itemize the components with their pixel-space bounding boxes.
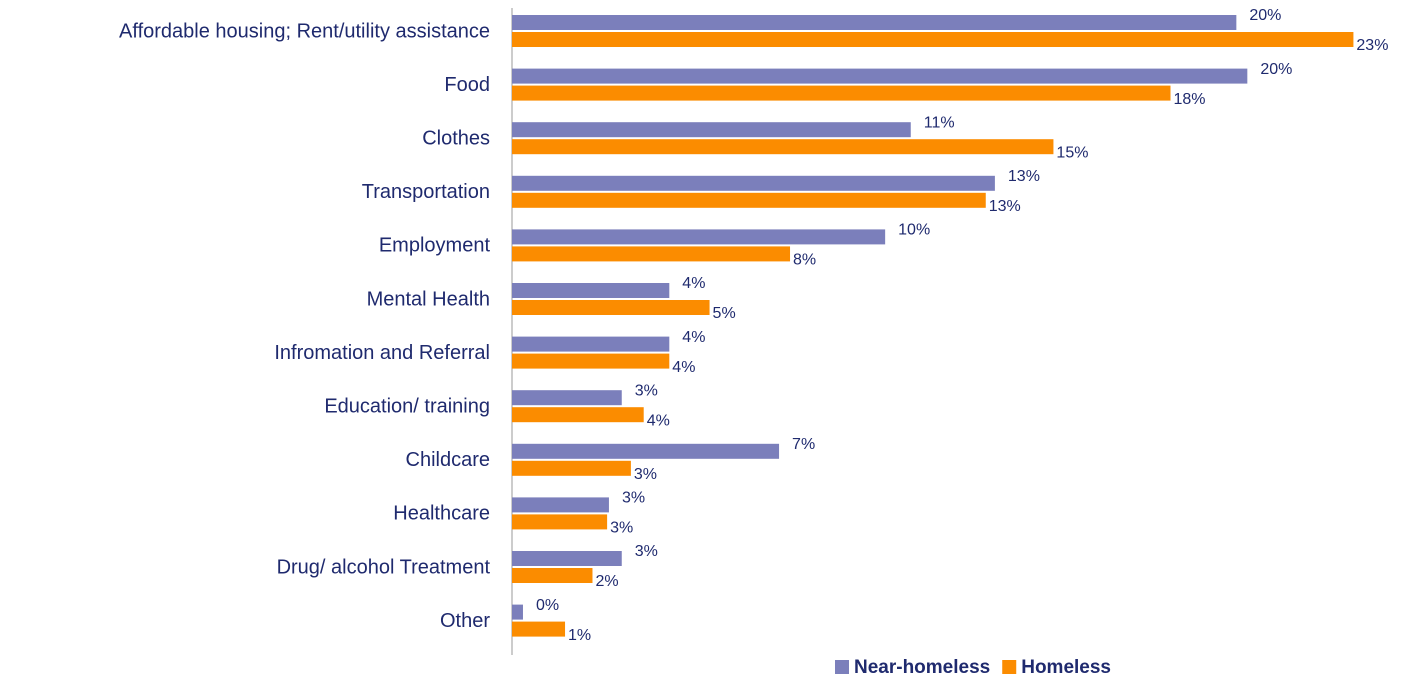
value-label: 8% <box>793 252 816 269</box>
value-label: 4% <box>672 359 695 376</box>
bar <box>512 460 631 476</box>
value-label: 13% <box>1008 168 1040 185</box>
value-label: 18% <box>1174 91 1206 108</box>
value-label: 20% <box>1260 61 1292 78</box>
value-label: 0% <box>536 597 559 614</box>
value-label: 5% <box>713 305 736 322</box>
category-label: Education/ training <box>324 395 490 417</box>
bar <box>512 514 608 530</box>
value-label: 7% <box>792 436 815 453</box>
bar <box>512 497 609 513</box>
bar <box>512 568 593 583</box>
category-label: Mental Health <box>367 288 490 310</box>
category-label: Other <box>440 610 490 632</box>
value-label: 2% <box>595 573 618 590</box>
category-label: Employment <box>379 235 491 257</box>
value-label: 23% <box>1356 37 1388 54</box>
value-label: 13% <box>989 198 1021 215</box>
value-label: 4% <box>682 275 705 292</box>
bar <box>512 551 622 566</box>
value-label: 11% <box>924 114 955 131</box>
bar <box>512 229 886 245</box>
value-label: 3% <box>622 490 645 507</box>
category-label: Childcare <box>406 449 490 471</box>
bar <box>512 336 670 352</box>
bar <box>512 621 566 637</box>
value-label: 4% <box>682 329 705 346</box>
category-label: Food <box>444 74 490 96</box>
value-label: 3% <box>634 466 657 483</box>
bar <box>512 390 622 406</box>
bar <box>512 300 710 315</box>
value-label: 10% <box>898 222 930 239</box>
value-label: 3% <box>635 382 658 399</box>
category-label: Clothes <box>422 127 490 149</box>
value-label: 3% <box>635 543 658 560</box>
bar <box>512 175 995 191</box>
bar <box>512 353 670 369</box>
category-label: Transportation <box>362 181 490 203</box>
category-label: Affordable housing; Rent/utility assista… <box>119 20 490 42</box>
bar <box>512 283 670 298</box>
category-label: Drug/ alcohol Treatment <box>277 556 491 578</box>
category-label: Infromation and Referral <box>274 342 490 364</box>
bar <box>512 192 986 208</box>
legend-swatch <box>835 660 849 674</box>
bar <box>512 85 1171 101</box>
bar <box>512 443 780 459</box>
category-label: Healthcare <box>393 503 490 525</box>
bar <box>512 604 523 620</box>
bar <box>512 15 1237 30</box>
legend-label: Near-homeless <box>854 657 990 678</box>
bar <box>512 32 1354 47</box>
bar <box>512 407 644 423</box>
value-label: 3% <box>610 520 633 537</box>
bar <box>512 68 1248 84</box>
value-label: 4% <box>647 412 670 429</box>
bar <box>512 139 1054 155</box>
value-label: 15% <box>1056 144 1088 161</box>
value-label: 20% <box>1249 7 1281 24</box>
bar <box>512 246 791 262</box>
legend-label: Homeless <box>1021 657 1111 678</box>
legend-swatch <box>1002 660 1017 674</box>
bar <box>512 122 911 138</box>
value-label: 1% <box>568 627 591 644</box>
